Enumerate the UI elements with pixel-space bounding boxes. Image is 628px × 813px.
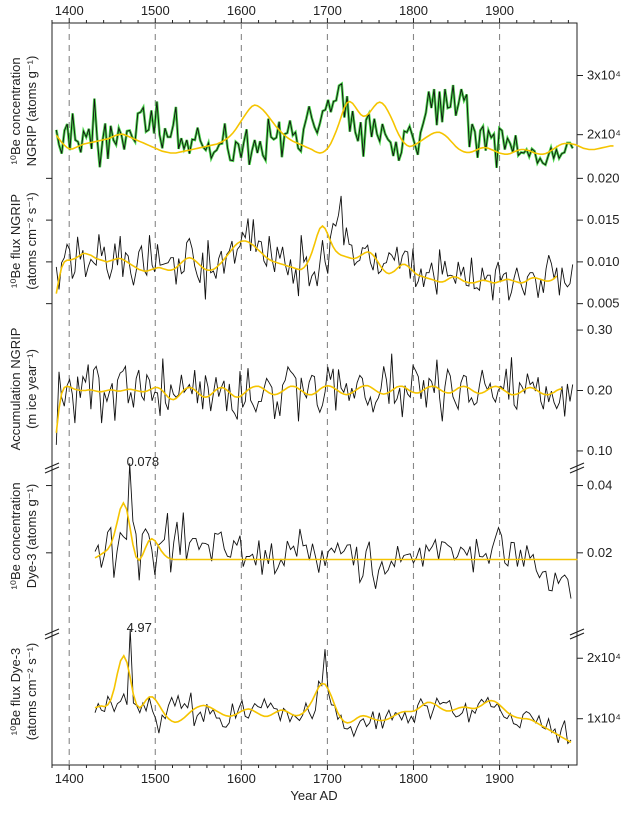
axis-break-mark xyxy=(44,632,60,640)
y-axis-title-accumulation-ngrip: Accumulation NGRIP (m ice year⁻¹) xyxy=(8,328,39,451)
axis-break-mark xyxy=(569,466,585,474)
series-smooth-accumulation-ngrip xyxy=(55,384,563,433)
y-axis-title-line1: ¹⁰Be concentration xyxy=(8,482,23,589)
axis-break-mark xyxy=(569,462,585,470)
y-axis-title-be10-conc-dye3: ¹⁰Be concentration Dye-3 (atoms g⁻¹) xyxy=(8,482,39,589)
y-axis-title-be10-conc-ngrip: ¹⁰Be concentration NGRIP (atoms g⁻¹) xyxy=(8,56,39,167)
y-axis-title-line1: ¹⁰Be flux NGRIP xyxy=(8,194,23,288)
series-raw-be10-flux-dye3 xyxy=(94,629,572,745)
x-tick-label-bottom: 1500 xyxy=(141,771,170,786)
y-axis-title-line1: ¹⁰Be flux Dye-3 xyxy=(8,648,23,736)
axis-break-mark xyxy=(44,466,60,474)
y-tick-label-be10-conc-dye3: 0.02 xyxy=(587,545,612,560)
x-tick-label-top: 1400 xyxy=(55,3,84,18)
y-tick-label-be10-conc-dye3: 0.04 xyxy=(587,478,612,493)
y-axis-title-line2: (atoms cm⁻² s⁻¹) xyxy=(24,192,39,290)
peak-annotation-be10-conc-dye3: 0.078 xyxy=(127,454,160,469)
y-tick-label-accumulation-ngrip: 0.10 xyxy=(587,443,612,458)
y-axis-title-line1: ¹⁰Be concentration xyxy=(8,57,23,164)
x-tick-label-bottom: 1400 xyxy=(55,771,84,786)
peak-annotation-be10-flux-dye3: 4.97 xyxy=(127,620,152,635)
x-tick-label-top: 1900 xyxy=(485,3,514,18)
y-tick-label-be10-flux-ngrip: 0.020 xyxy=(587,170,620,185)
y-tick-label-be10-flux-ngrip: 0.010 xyxy=(587,254,620,269)
x-tick-label-bottom: 1600 xyxy=(227,771,256,786)
y-tick-label-be10-flux-ngrip: 0.015 xyxy=(587,212,620,227)
x-tick-label-top: 1800 xyxy=(399,3,428,18)
y-tick-label-be10-conc-ngrip: 3x10⁴ xyxy=(587,68,621,83)
x-tick-label-bottom: 1800 xyxy=(399,771,428,786)
series-raw-accumulation-ngrip xyxy=(55,353,574,445)
axis-break-mark xyxy=(569,632,585,640)
series-smooth-be10-flux-dye3 xyxy=(94,654,572,743)
axis-break-mark xyxy=(44,462,60,470)
grid-layer xyxy=(68,23,501,765)
y-tick-label-be10-flux-ngrip: 0.005 xyxy=(587,296,620,311)
series-smooth-be10-conc-ngrip xyxy=(55,100,614,155)
x-tick-label-bottom: 1900 xyxy=(485,771,514,786)
y-tick-label-be10-flux-dye3: 2x10⁴ xyxy=(587,650,621,665)
series-layer xyxy=(55,81,614,745)
plot-frame xyxy=(51,22,578,766)
y-axis-title-line2: Dye-3 (atoms g⁻¹) xyxy=(24,484,39,588)
series-raw-be10-conc-ngrip xyxy=(55,83,574,168)
y-axis-title-line2: (atoms cm⁻² s⁻¹) xyxy=(24,643,39,741)
series-raw-be10-conc-dye3 xyxy=(94,463,572,599)
series-smooth-be10-flux-ngrip xyxy=(55,224,558,294)
y-axis-title-be10-flux-ngrip: ¹⁰Be flux NGRIP (atoms cm⁻² s⁻¹) xyxy=(8,192,39,290)
y-tick-label-accumulation-ngrip: 0.30 xyxy=(587,322,612,337)
series-smooth-be10-conc-dye3 xyxy=(94,501,578,562)
y-axis-title-be10-flux-dye3: ¹⁰Be flux Dye-3 (atoms cm⁻² s⁻¹) xyxy=(8,643,39,741)
x-tick-label-top: 1600 xyxy=(227,3,256,18)
series-raw-be10-flux-ngrip xyxy=(55,195,574,301)
x-tick-label-top: 1700 xyxy=(313,3,342,18)
y-tick-label-accumulation-ngrip: 0.20 xyxy=(587,383,612,398)
x-tick-label-top: 1500 xyxy=(141,3,170,18)
y-axis-title-line1: Accumulation NGRIP xyxy=(8,328,23,451)
axes-layer xyxy=(44,18,585,770)
y-tick-label-be10-conc-ngrip: 2x10⁴ xyxy=(587,127,621,142)
y-tick-label-be10-flux-dye3: 1x10⁴ xyxy=(587,711,621,726)
axis-break-mark xyxy=(44,628,60,636)
x-tick-label-bottom: 1700 xyxy=(313,771,342,786)
labels-layer: 1400 1400 1500 1500 1600 1600 1700 1700 1800 1800… xyxy=(8,3,621,786)
axis-break-mark xyxy=(569,628,585,636)
y-axis-title-line2: NGRIP (atoms g⁻¹) xyxy=(24,56,39,167)
x-axis-title: Year AD xyxy=(290,788,337,803)
y-axis-title-line2: (m ice year⁻¹) xyxy=(24,349,39,429)
